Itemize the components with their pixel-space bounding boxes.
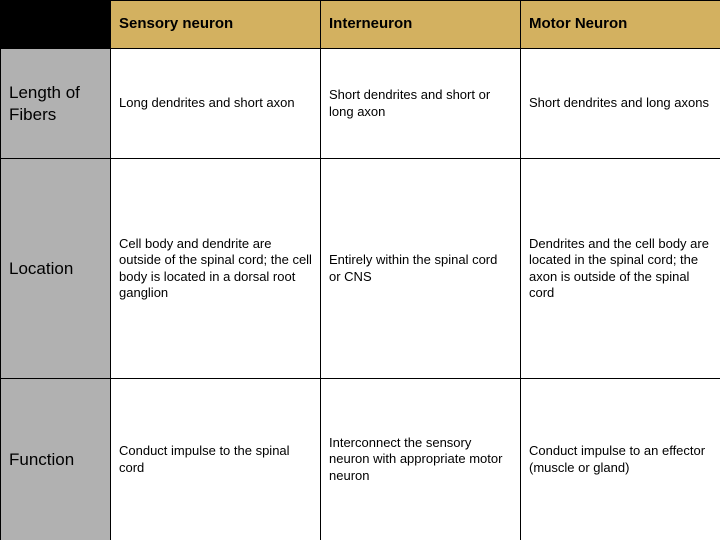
cell: Cell body and dendrite are outside of th… [111, 159, 321, 379]
cell: Short dendrites and long axons [521, 49, 720, 159]
neuron-comparison-table: Sensory neuron Interneuron Motor Neuron … [0, 0, 720, 540]
row-label-length: Length of Fibers [1, 49, 111, 159]
cell: Entirely within the spinal cord or CNS [321, 159, 521, 379]
corner-cell [1, 1, 111, 49]
table-row: Location Cell body and dendrite are outs… [1, 159, 720, 379]
col-header-sensory: Sensory neuron [111, 1, 321, 49]
table-row: Function Conduct impulse to the spinal c… [1, 379, 720, 540]
row-label-location: Location [1, 159, 111, 379]
table-header-row: Sensory neuron Interneuron Motor Neuron [1, 1, 720, 49]
cell: Interconnect the sensory neuron with app… [321, 379, 521, 540]
row-label-function: Function [1, 379, 111, 540]
cell: Short dendrites and short or long axon [321, 49, 521, 159]
table-row: Length of Fibers Long dendrites and shor… [1, 49, 720, 159]
cell: Long dendrites and short axon [111, 49, 321, 159]
cell: Conduct impulse to the spinal cord [111, 379, 321, 540]
cell: Conduct impulse to an effector (muscle o… [521, 379, 720, 540]
col-header-motor: Motor Neuron [521, 1, 720, 49]
cell: Dendrites and the cell body are located … [521, 159, 720, 379]
col-header-interneuron: Interneuron [321, 1, 521, 49]
